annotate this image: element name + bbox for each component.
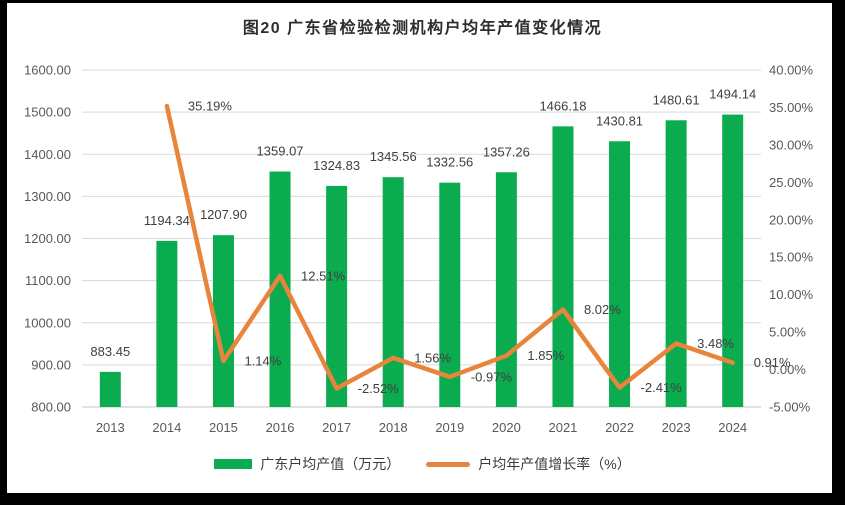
line-value-label: 35.19%	[188, 99, 233, 114]
legend-item-bar-series: 广东户均产值（万元）	[214, 454, 400, 474]
left-axis-tick: 1400.00	[24, 147, 71, 162]
bar-value-label: 883.45	[90, 344, 130, 359]
line-value-label: 12.51%	[301, 268, 346, 283]
bar-2013	[99, 371, 121, 407]
left-axis-tick: 1500.00	[24, 105, 71, 120]
x-axis-tick: 2015	[209, 420, 238, 435]
right-axis-tick: 25.00%	[769, 175, 814, 190]
right-axis-tick: 10.00%	[769, 287, 814, 302]
line-value-label: 3.48%	[697, 336, 734, 351]
left-axis-tick: 1000.00	[24, 315, 71, 330]
line-value-label: -2.41%	[641, 380, 683, 395]
line-value-label: -2.52%	[358, 381, 400, 396]
x-axis-tick: 2019	[435, 420, 464, 435]
right-axis-tick: 30.00%	[769, 137, 814, 152]
line-series-swatch-icon	[426, 461, 471, 467]
right-axis-tick: 0.00%	[769, 362, 806, 377]
right-axis-tick: 35.00%	[769, 100, 814, 115]
bar-value-label: 1480.61	[653, 92, 700, 107]
bar-value-label: 1207.90	[200, 207, 247, 222]
bar-2015	[212, 235, 234, 407]
right-axis-tick: 20.00%	[769, 212, 814, 227]
bar-2023	[665, 120, 687, 408]
line-value-label: -0.97%	[471, 369, 513, 384]
x-axis-tick: 2017	[322, 420, 351, 435]
bar-2019	[439, 182, 461, 407]
line-value-label: 8.02%	[584, 302, 621, 317]
bar-value-label: 1324.83	[313, 158, 360, 173]
bar-value-label: 1194.34	[144, 213, 190, 228]
bar-series-swatch-icon	[214, 459, 253, 469]
bar-value-label: 1494.14	[709, 87, 756, 102]
bar-value-label: 1332.56	[426, 155, 473, 170]
left-axis-tick: 900.00	[31, 357, 71, 372]
right-axis-tick: 5.00%	[769, 325, 806, 340]
bar-value-label: 1357.26	[483, 144, 530, 159]
left-axis-tick: 1200.00	[24, 231, 71, 246]
chart-title: 图20 广东省检验检测机构户均年产值变化情况	[242, 20, 603, 37]
bar-2018	[382, 177, 404, 407]
x-axis-tick: 2018	[379, 420, 408, 435]
legend-label-line-series: 户均年产值增长率（%）	[478, 456, 631, 472]
bar-2020	[495, 172, 517, 407]
x-axis-tick: 2021	[548, 420, 577, 435]
bar-2021	[552, 126, 574, 407]
bar-2024	[722, 114, 744, 407]
right-axis-tick: 15.00%	[769, 250, 814, 265]
bar-value-label: 1345.56	[370, 149, 417, 164]
line-value-label: 1.56%	[414, 350, 451, 365]
bar-value-label: 1466.18	[539, 98, 586, 113]
x-axis-tick: 2016	[266, 420, 295, 435]
line-value-label: 0.91%	[754, 355, 791, 370]
bar-value-label: 1430.81	[596, 113, 643, 128]
left-axis-tick: 1600.00	[24, 63, 71, 78]
right-axis-tick: -5.00%	[769, 400, 811, 415]
bar-value-label: 1359.07	[257, 143, 304, 158]
x-axis-tick: 2023	[662, 420, 691, 435]
x-axis-tick: 2024	[718, 420, 747, 435]
legend-item-line-series: 户均年产值增长率（%）	[426, 454, 631, 474]
bar-2022	[609, 141, 631, 407]
legend-label-bar-series: 广东户均产值（万元）	[260, 456, 401, 472]
left-axis-tick: 1300.00	[24, 189, 71, 204]
x-axis-tick: 2022	[605, 420, 634, 435]
growth-rate-line	[164, 103, 735, 391]
x-axis-tick: 2013	[96, 420, 125, 435]
bar-2016	[269, 171, 291, 407]
left-axis-tick: 800.00	[31, 400, 71, 415]
bar-2017	[326, 185, 348, 407]
line-value-label: 1.85%	[527, 348, 564, 363]
x-axis-tick: 2014	[152, 420, 181, 435]
line-value-label: 1.14%	[244, 354, 281, 369]
legend: 广东户均产值（万元） 户均年产值增长率（%）	[0, 454, 845, 474]
bar-2014	[156, 240, 178, 407]
right-axis-tick: 40.00%	[769, 63, 814, 78]
x-axis-tick: 2020	[492, 420, 521, 435]
left-axis-tick: 1100.00	[25, 273, 71, 288]
chart-panel	[7, 3, 832, 493]
